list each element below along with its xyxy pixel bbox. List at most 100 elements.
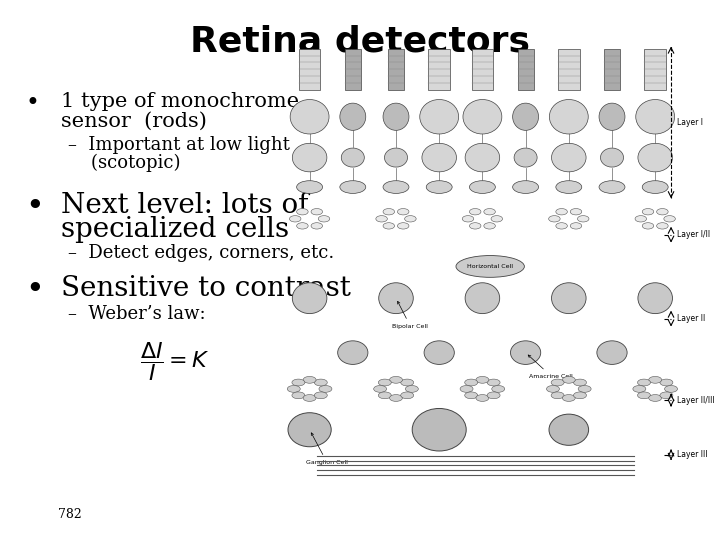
Ellipse shape xyxy=(340,103,366,130)
Ellipse shape xyxy=(383,222,395,229)
Ellipse shape xyxy=(374,386,387,392)
Ellipse shape xyxy=(426,181,452,193)
Text: –  Important at low light: – Important at low light xyxy=(68,136,290,154)
Ellipse shape xyxy=(665,386,678,392)
Text: (scotopic): (scotopic) xyxy=(68,154,181,172)
Ellipse shape xyxy=(556,222,567,229)
Ellipse shape xyxy=(383,103,409,130)
Ellipse shape xyxy=(642,222,654,229)
Ellipse shape xyxy=(464,379,477,386)
Ellipse shape xyxy=(463,99,502,134)
Ellipse shape xyxy=(570,222,582,229)
Ellipse shape xyxy=(599,103,625,130)
Ellipse shape xyxy=(660,392,673,399)
Bar xyxy=(558,49,580,90)
Ellipse shape xyxy=(311,222,323,229)
Ellipse shape xyxy=(401,379,414,386)
Ellipse shape xyxy=(570,208,582,215)
Ellipse shape xyxy=(469,181,495,193)
Ellipse shape xyxy=(465,143,500,172)
Bar xyxy=(604,49,620,90)
Ellipse shape xyxy=(469,208,481,215)
Ellipse shape xyxy=(397,208,409,215)
Ellipse shape xyxy=(649,395,662,401)
Ellipse shape xyxy=(599,181,625,193)
Ellipse shape xyxy=(551,379,564,386)
Text: –  Detect edges, corners, etc.: – Detect edges, corners, etc. xyxy=(68,244,335,262)
Ellipse shape xyxy=(289,215,301,222)
Bar xyxy=(288,35,677,489)
Ellipse shape xyxy=(315,392,328,399)
Bar xyxy=(388,49,404,90)
Ellipse shape xyxy=(657,208,668,215)
Ellipse shape xyxy=(642,181,668,193)
Ellipse shape xyxy=(292,283,327,314)
Text: •: • xyxy=(25,275,44,306)
Ellipse shape xyxy=(287,386,300,392)
Ellipse shape xyxy=(491,215,503,222)
Text: $\dfrac{\Delta I}{I} = K$: $\dfrac{\Delta I}{I} = K$ xyxy=(140,340,210,383)
Ellipse shape xyxy=(556,181,582,193)
Ellipse shape xyxy=(549,414,589,446)
Ellipse shape xyxy=(378,379,391,386)
Bar xyxy=(518,49,534,90)
Ellipse shape xyxy=(464,392,477,399)
Text: •: • xyxy=(25,92,39,115)
Ellipse shape xyxy=(510,341,541,364)
Ellipse shape xyxy=(288,413,331,447)
Ellipse shape xyxy=(397,222,409,229)
Ellipse shape xyxy=(487,379,500,386)
Ellipse shape xyxy=(513,181,539,193)
Ellipse shape xyxy=(492,386,505,392)
Text: Layer II: Layer II xyxy=(677,314,705,323)
Ellipse shape xyxy=(635,215,647,222)
Ellipse shape xyxy=(319,386,332,392)
Ellipse shape xyxy=(303,395,316,401)
Ellipse shape xyxy=(292,379,305,386)
Ellipse shape xyxy=(549,99,588,134)
Ellipse shape xyxy=(551,392,564,399)
Text: Layer I: Layer I xyxy=(677,118,703,127)
Ellipse shape xyxy=(562,376,575,383)
Ellipse shape xyxy=(578,386,591,392)
Ellipse shape xyxy=(514,148,537,167)
Bar xyxy=(644,49,666,90)
Ellipse shape xyxy=(476,376,489,383)
Text: sensor  (rods): sensor (rods) xyxy=(61,112,207,131)
Ellipse shape xyxy=(383,208,395,215)
Ellipse shape xyxy=(633,386,646,392)
Ellipse shape xyxy=(638,143,672,172)
Ellipse shape xyxy=(379,283,413,314)
Ellipse shape xyxy=(556,208,567,215)
Ellipse shape xyxy=(338,341,368,364)
Ellipse shape xyxy=(413,408,467,451)
Ellipse shape xyxy=(657,222,668,229)
Ellipse shape xyxy=(637,379,650,386)
Text: specialized cells: specialized cells xyxy=(61,216,289,243)
Ellipse shape xyxy=(420,99,459,134)
Ellipse shape xyxy=(401,392,414,399)
Ellipse shape xyxy=(290,99,329,134)
Ellipse shape xyxy=(390,395,402,401)
Ellipse shape xyxy=(341,148,364,167)
Ellipse shape xyxy=(637,392,650,399)
Ellipse shape xyxy=(597,341,627,364)
Ellipse shape xyxy=(552,143,586,172)
Ellipse shape xyxy=(546,386,559,392)
Ellipse shape xyxy=(384,148,408,167)
Text: Horizontal Cell: Horizontal Cell xyxy=(467,264,513,269)
Text: Next level: lots of: Next level: lots of xyxy=(61,192,309,219)
Ellipse shape xyxy=(476,395,489,401)
Ellipse shape xyxy=(636,99,675,134)
Ellipse shape xyxy=(638,283,672,314)
Ellipse shape xyxy=(574,392,587,399)
Bar xyxy=(428,49,450,90)
Text: •: • xyxy=(25,192,44,222)
Ellipse shape xyxy=(303,376,316,383)
Text: Layer III: Layer III xyxy=(677,450,707,459)
Ellipse shape xyxy=(405,386,418,392)
Ellipse shape xyxy=(484,208,495,215)
Ellipse shape xyxy=(513,103,539,130)
Ellipse shape xyxy=(292,143,327,172)
Ellipse shape xyxy=(315,379,328,386)
